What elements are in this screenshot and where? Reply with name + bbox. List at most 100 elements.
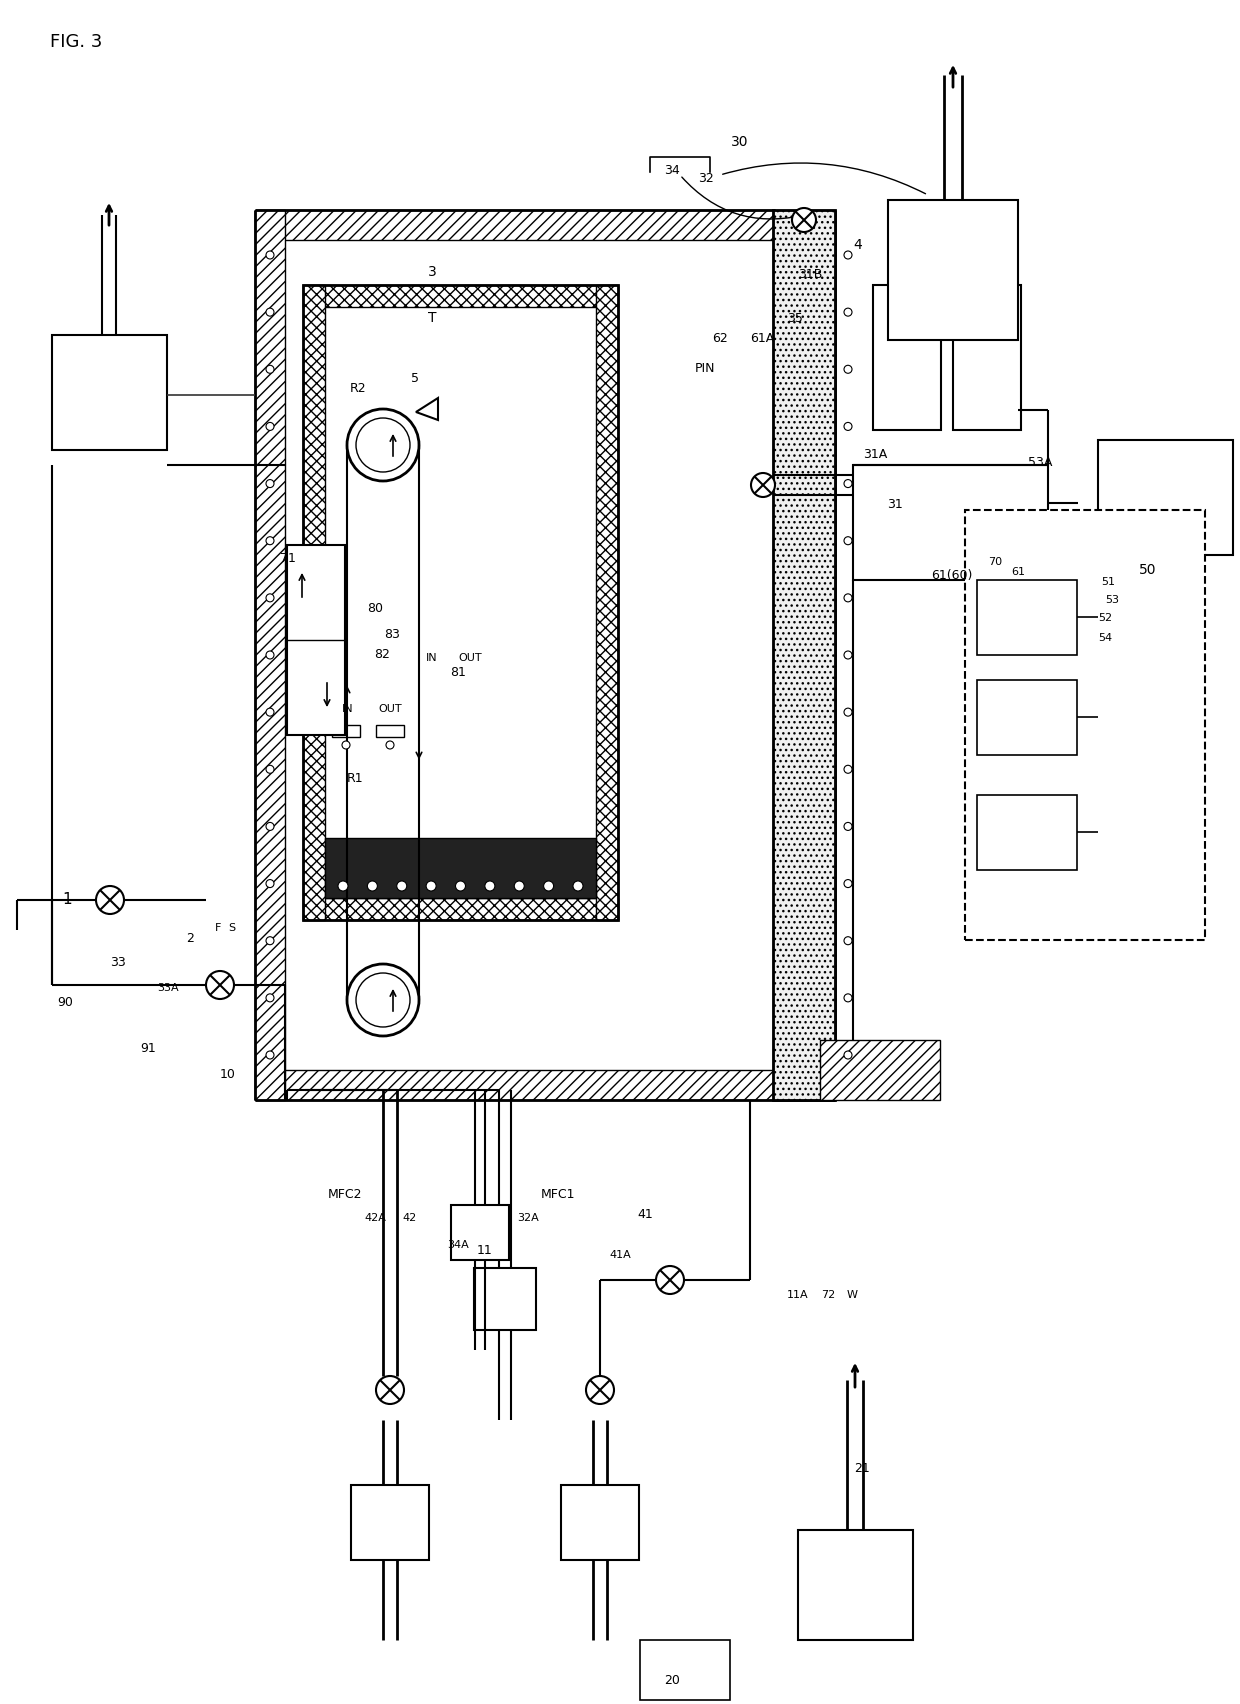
Bar	[451, 1205, 508, 1259]
Text: 91: 91	[140, 1041, 156, 1055]
Bar	[52, 336, 167, 450]
Bar	[977, 680, 1078, 755]
Bar	[303, 285, 325, 920]
Circle shape	[267, 879, 274, 888]
Text: 51: 51	[1101, 578, 1115, 586]
Circle shape	[455, 881, 465, 891]
Text: 72: 72	[821, 1290, 835, 1300]
Text: 90: 90	[57, 995, 73, 1009]
Circle shape	[267, 823, 274, 830]
Circle shape	[267, 479, 274, 487]
Circle shape	[267, 937, 274, 944]
Text: OUT: OUT	[459, 653, 482, 663]
Text: 33: 33	[110, 956, 126, 968]
Circle shape	[356, 973, 410, 1028]
Bar	[286, 545, 345, 734]
Bar	[303, 285, 618, 920]
Text: 71: 71	[280, 552, 296, 564]
Text: MFC1: MFC1	[541, 1188, 575, 1201]
Text: FIG. 3: FIG. 3	[50, 32, 103, 51]
Bar	[965, 509, 1205, 941]
Text: 53A: 53A	[1028, 455, 1053, 469]
Text: MFC2: MFC2	[327, 1188, 362, 1201]
Bar	[303, 285, 618, 307]
Text: 5: 5	[410, 371, 419, 385]
Text: 1: 1	[62, 893, 72, 908]
Circle shape	[844, 993, 852, 1002]
Circle shape	[543, 881, 553, 891]
Text: PIN: PIN	[694, 361, 715, 375]
Circle shape	[347, 964, 419, 1036]
Circle shape	[356, 417, 410, 472]
Text: 42A: 42A	[365, 1213, 386, 1223]
Bar	[303, 898, 618, 920]
Text: 83: 83	[384, 629, 401, 641]
Text: 20: 20	[665, 1673, 680, 1687]
Text: OUT: OUT	[378, 704, 402, 714]
Circle shape	[397, 881, 407, 891]
Text: 80: 80	[367, 602, 383, 615]
Circle shape	[792, 208, 816, 232]
Bar	[351, 1484, 429, 1559]
Circle shape	[267, 1051, 274, 1058]
Bar	[977, 579, 1078, 654]
Bar	[255, 210, 285, 1101]
Text: F: F	[215, 924, 221, 934]
Circle shape	[515, 881, 525, 891]
Text: R2: R2	[350, 382, 366, 395]
Circle shape	[844, 937, 852, 944]
Bar	[820, 1039, 940, 1101]
Circle shape	[267, 651, 274, 659]
Bar	[376, 724, 404, 738]
Text: IN: IN	[342, 704, 353, 714]
Circle shape	[386, 741, 394, 750]
Bar	[325, 838, 596, 898]
Circle shape	[267, 365, 274, 373]
Text: 35: 35	[787, 312, 804, 324]
Circle shape	[267, 250, 274, 259]
Text: 31A: 31A	[863, 448, 887, 462]
Circle shape	[267, 308, 274, 317]
Circle shape	[844, 823, 852, 830]
Bar	[560, 1484, 639, 1559]
Bar	[474, 1268, 536, 1331]
Circle shape	[267, 595, 274, 602]
Circle shape	[587, 1377, 614, 1404]
Text: 32A: 32A	[517, 1213, 539, 1223]
Bar	[888, 199, 1018, 341]
Text: 31: 31	[887, 499, 903, 511]
Circle shape	[339, 881, 348, 891]
Circle shape	[573, 881, 583, 891]
Circle shape	[427, 881, 436, 891]
Bar	[773, 210, 835, 1101]
Text: 21: 21	[854, 1462, 870, 1474]
Circle shape	[844, 537, 852, 545]
Circle shape	[267, 765, 274, 774]
Circle shape	[844, 423, 852, 431]
Text: 82: 82	[374, 649, 389, 661]
Text: IN: IN	[427, 653, 438, 663]
Text: R1: R1	[347, 772, 363, 784]
Text: W: W	[847, 1290, 858, 1300]
Text: 31B: 31B	[797, 269, 822, 281]
Circle shape	[95, 886, 124, 913]
Text: 11A: 11A	[787, 1290, 808, 1300]
Circle shape	[844, 879, 852, 888]
Polygon shape	[415, 399, 438, 419]
Circle shape	[844, 709, 852, 716]
Text: 61A: 61A	[750, 332, 774, 344]
Circle shape	[844, 765, 852, 774]
Text: 30: 30	[732, 135, 749, 148]
Bar	[1097, 440, 1233, 556]
Bar	[873, 285, 941, 429]
Circle shape	[267, 709, 274, 716]
Bar	[255, 210, 775, 240]
Text: 32: 32	[698, 172, 714, 184]
Bar	[255, 1070, 835, 1101]
Circle shape	[844, 1051, 852, 1058]
Circle shape	[367, 881, 377, 891]
Text: 34A: 34A	[448, 1241, 469, 1251]
Circle shape	[844, 250, 852, 259]
Bar	[332, 724, 360, 738]
Circle shape	[267, 537, 274, 545]
